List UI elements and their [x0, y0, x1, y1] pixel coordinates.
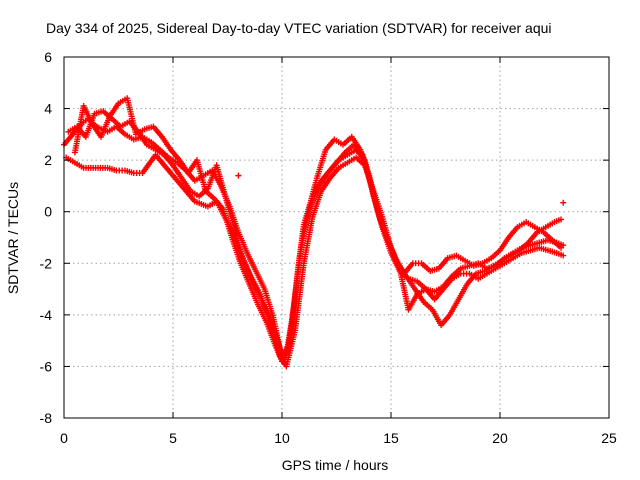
x-tick-label: 20 — [492, 430, 508, 446]
y-tick-label: 2 — [44, 152, 52, 168]
y-tick-label: -2 — [40, 255, 53, 271]
y-tick-label: 0 — [44, 204, 52, 220]
data-point — [560, 199, 567, 206]
data-points — [61, 95, 567, 370]
data-point — [235, 172, 242, 179]
x-tick-label: 0 — [60, 430, 68, 446]
y-tick-label: -4 — [40, 307, 53, 323]
grid-lines — [64, 57, 609, 418]
y-tick-label: -8 — [40, 410, 53, 426]
y-tick-label: 4 — [44, 101, 52, 117]
y-tick-label: -6 — [40, 358, 53, 374]
axis-ticks: 0 5 10 15 20 25 -8 -6 -4 -2 0 2 4 6 — [40, 49, 617, 446]
y-tick-label: 6 — [44, 49, 52, 65]
x-tick-label: 25 — [601, 430, 617, 446]
chart-title: Day 334 of 2025, Sidereal Day-to-day VTE… — [46, 20, 552, 36]
plot-frame — [63, 56, 610, 419]
y-axis-label: SDTVAR / TECUs — [5, 182, 21, 294]
data-point — [560, 252, 567, 259]
x-tick-label: 5 — [169, 430, 177, 446]
x-tick-label: 15 — [383, 430, 399, 446]
x-tick-label: 10 — [274, 430, 290, 446]
data-point — [558, 216, 565, 223]
data-point — [558, 244, 565, 251]
x-axis-label: GPS time / hours — [282, 457, 389, 473]
